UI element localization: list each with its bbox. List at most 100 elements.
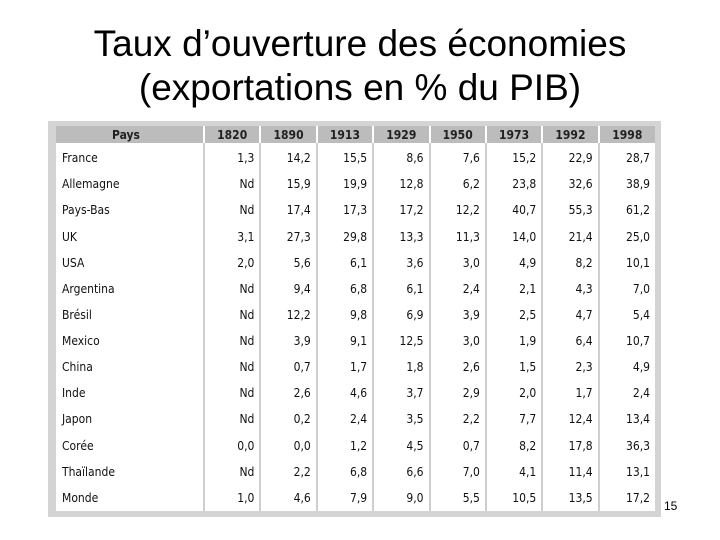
table-row: Thaïlande Nd 2,2 6,8 6,6 7,0 4,1 11,4 13,1 (56, 458, 655, 485)
value-cell: 11,4 (541, 458, 599, 485)
value-cell: 2,4 (597, 380, 655, 407)
value-cell: 0,7 (428, 432, 486, 459)
table-row: Monde 1,0 4,6 7,9 9,0 5,5 10,5 13,5 17,2 (56, 484, 655, 511)
value-cell: 3,0 (428, 327, 486, 355)
country-cell: UK (62, 229, 77, 244)
value-cell: 40,7 (484, 197, 543, 224)
value-cell: Nd (202, 327, 261, 355)
value-cell: 3,9 (259, 327, 317, 355)
country-cell: Corée (62, 438, 94, 453)
value-cell: 22,9 (541, 143, 599, 172)
value-cell: 6,6 (372, 458, 430, 485)
value-cell: 9,4 (259, 275, 317, 302)
value-cell: 2,1 (484, 275, 543, 302)
value-cell: 4,7 (541, 301, 599, 328)
value-cell: 8,2 (484, 432, 543, 459)
table-row: Japon Nd 0,2 2,4 3,5 2,2 7,7 12,4 13,4 (56, 406, 655, 433)
value-cell: 2,6 (428, 354, 486, 381)
value-cell: 28,7 (597, 143, 655, 172)
value-cell: 2,4 (428, 275, 486, 302)
value-cell: 7,7 (484, 406, 543, 433)
value-cell: Nd (202, 354, 261, 381)
value-cell: 13,4 (597, 406, 655, 433)
value-cell: 7,9 (315, 484, 374, 511)
table-row: Brésil Nd 12,2 9,8 6,9 3,9 2,5 4,7 5,4 (56, 301, 655, 328)
value-cell: 61,2 (597, 197, 655, 224)
column-header-1973: 1973 (484, 126, 543, 143)
column-header-1998: 1998 (597, 126, 655, 143)
value-cell: Nd (202, 380, 261, 407)
value-cell: 15,5 (315, 143, 374, 172)
value-cell: 12,5 (372, 327, 430, 355)
value-cell: 3,1 (202, 223, 261, 250)
value-cell: 11,3 (428, 223, 486, 250)
value-cell: 21,4 (541, 223, 599, 250)
table-header-row: Pays 1820 1890 1913 1929 1950 1973 1992 … (56, 126, 655, 143)
table-image-frame: Pays 1820 1890 1913 1929 1950 1973 1992 … (48, 121, 661, 517)
value-cell: 6,8 (315, 275, 374, 302)
value-cell: 9,0 (372, 484, 430, 511)
country-cell: Brésil (62, 307, 92, 322)
value-cell: 14,2 (259, 143, 317, 172)
value-cell: 1,9 (484, 327, 543, 355)
value-cell: 7,6 (428, 143, 486, 172)
value-cell: 3,5 (372, 406, 430, 433)
country-cell: Argentina (62, 281, 115, 296)
column-header-1992: 1992 (541, 126, 599, 143)
table-row: Mexico Nd 3,9 9,1 12,5 3,0 1,9 6,4 10,7 (56, 327, 655, 355)
value-cell: 6,4 (541, 327, 599, 355)
value-cell: 9,1 (315, 327, 374, 355)
value-cell: 3,9 (428, 301, 486, 328)
value-cell: Nd (202, 301, 261, 328)
value-cell: 6,8 (315, 458, 374, 485)
country-cell: Mexico (62, 334, 100, 349)
value-cell: 4,9 (597, 354, 655, 381)
value-cell: 4,5 (372, 432, 430, 459)
value-cell: 23,8 (484, 171, 543, 198)
value-cell: 12,2 (428, 197, 486, 224)
value-cell: 10,1 (597, 249, 655, 276)
table-container: Pays 1820 1890 1913 1929 1950 1973 1992 … (56, 126, 655, 511)
value-cell: 3,6 (372, 249, 430, 276)
value-cell: 0,2 (259, 406, 317, 433)
value-cell: 12,2 (259, 301, 317, 328)
value-cell: 3,0 (428, 249, 486, 276)
table-row: Inde Nd 2,6 4,6 3,7 2,9 2,0 1,7 2,4 (56, 380, 655, 407)
value-cell: 1,7 (315, 354, 374, 381)
column-header-1820: 1820 (202, 126, 261, 143)
country-cell: Monde (62, 490, 99, 505)
value-cell: 32,6 (541, 171, 599, 198)
value-cell: 1,5 (484, 354, 543, 381)
value-cell: 2,3 (541, 354, 599, 381)
value-cell: 12,8 (372, 171, 430, 198)
country-cell: Pays-Bas (62, 203, 110, 218)
value-cell: 8,6 (372, 143, 430, 172)
table-row: USA 2,0 5,6 6,1 3,6 3,0 4,9 8,2 10,1 (56, 249, 655, 276)
value-cell: 36,3 (597, 432, 655, 459)
value-cell: 5,6 (259, 249, 317, 276)
value-cell: 7,0 (597, 275, 655, 302)
value-cell: 4,6 (315, 380, 374, 407)
value-cell: 55,3 (541, 197, 599, 224)
value-cell: 17,3 (315, 197, 374, 224)
value-cell: 10,5 (484, 484, 543, 511)
value-cell: Nd (202, 275, 261, 302)
value-cell: 1,3 (202, 143, 261, 172)
value-cell: 38,9 (597, 171, 655, 198)
table-row: Corée 0,0 0,0 1,2 4,5 0,7 8,2 17,8 36,3 (56, 432, 655, 459)
title-line-2: (exportations en % du PIB) (138, 67, 582, 108)
value-cell: 17,2 (372, 197, 430, 224)
value-cell: 2,0 (202, 249, 261, 276)
table-row: France 1,3 14,2 15,5 8,6 7,6 15,2 22,9 28,7 (56, 143, 655, 172)
value-cell: 17,4 (259, 197, 317, 224)
value-cell: 2,4 (315, 406, 374, 433)
value-cell: 2,6 (259, 380, 317, 407)
column-header-1890: 1890 (259, 126, 317, 143)
value-cell: 29,8 (315, 223, 374, 250)
value-cell: 6,1 (372, 275, 430, 302)
value-cell: 6,9 (372, 301, 430, 328)
value-cell: 1,8 (372, 354, 430, 381)
value-cell: Nd (202, 458, 261, 485)
value-cell: 3,7 (372, 380, 430, 407)
value-cell: 4,1 (484, 458, 543, 485)
